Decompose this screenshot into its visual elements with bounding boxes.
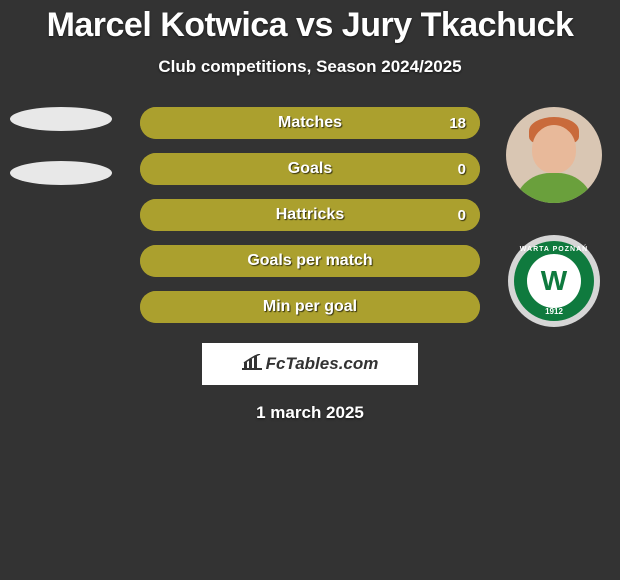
stat-bar-right-value: 0 <box>458 153 466 185</box>
subtitle: Club competitions, Season 2024/2025 <box>0 57 620 77</box>
stat-bar-right-value: 18 <box>449 107 466 139</box>
stat-bar-label: Matches <box>140 107 480 139</box>
brand-box: FcTables.com <box>202 343 418 385</box>
badge-top-text: WARTA POZNAŃ <box>514 246 594 253</box>
brand-text: FcTables.com <box>266 354 379 374</box>
stat-bar-label: Min per goal <box>140 291 480 323</box>
date-text: 1 march 2025 <box>0 403 620 423</box>
right-club-badge: WARTA POZNAŃ W 1912 <box>508 235 600 327</box>
badge-letter: W <box>527 254 581 308</box>
chart-icon <box>242 354 262 375</box>
left-player-column <box>10 107 112 215</box>
comparison-panel: Matches18Goals0Hattricks0Goals per match… <box>0 107 620 323</box>
right-player-column: WARTA POZNAŃ W 1912 <box>506 107 602 327</box>
right-player-avatar <box>506 107 602 203</box>
stat-bar: Matches18 <box>140 107 480 139</box>
stat-bar-label: Goals <box>140 153 480 185</box>
stat-bar: Goals0 <box>140 153 480 185</box>
comparison-bars: Matches18Goals0Hattricks0Goals per match… <box>140 107 480 323</box>
stat-bar-right-value: 0 <box>458 199 466 231</box>
stat-bar-label: Hattricks <box>140 199 480 231</box>
left-club-badge-placeholder <box>10 161 112 185</box>
stat-bar: Min per goal <box>140 291 480 323</box>
badge-year: 1912 <box>514 307 594 316</box>
left-player-avatar-placeholder <box>10 107 112 131</box>
stat-bar: Hattricks0 <box>140 199 480 231</box>
stat-bar: Goals per match <box>140 245 480 277</box>
stat-bar-label: Goals per match <box>140 245 480 277</box>
page-title: Marcel Kotwica vs Jury Tkachuck <box>0 0 620 45</box>
